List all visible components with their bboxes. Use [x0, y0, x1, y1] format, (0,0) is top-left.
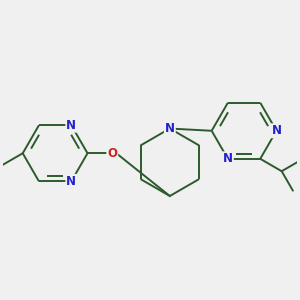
Text: N: N: [223, 152, 233, 165]
Text: N: N: [165, 122, 175, 135]
Text: N: N: [66, 119, 76, 132]
Text: N: N: [272, 124, 281, 137]
Text: N: N: [66, 175, 76, 188]
Text: O: O: [107, 147, 117, 160]
